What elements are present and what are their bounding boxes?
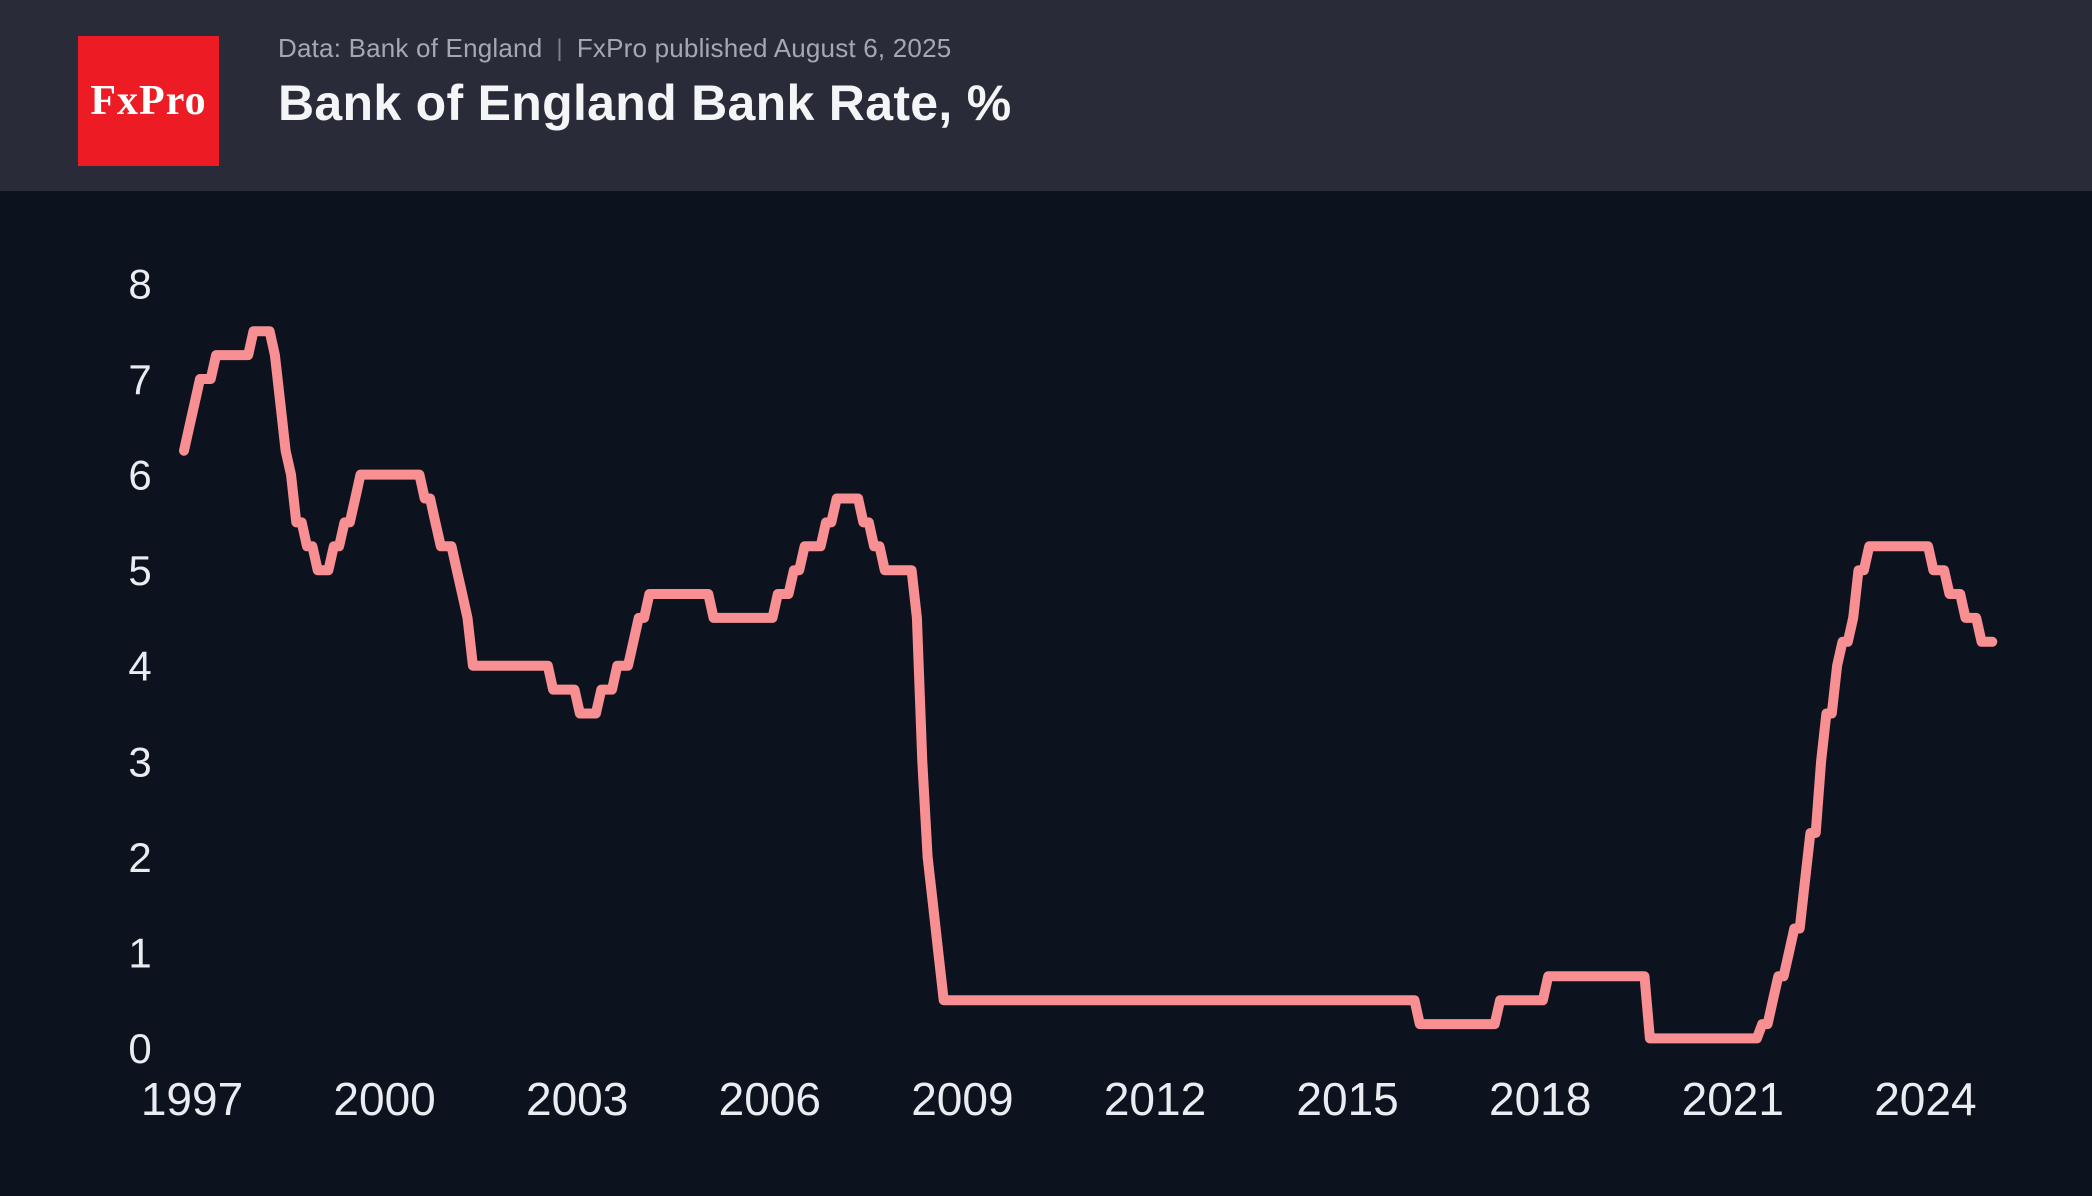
y-tick-label: 0 <box>128 1025 151 1072</box>
x-tick-label: 2003 <box>526 1073 628 1125</box>
bank-rate-line-chart: 0 1 2 3 4 5 6 7 8 1997 2000 2003 2006 2009 2012 2015 201… <box>128 260 1998 1125</box>
y-tick-label: 4 <box>128 643 151 690</box>
x-tick-label: 2000 <box>333 1073 435 1125</box>
fxpro-logo-text: FxPro <box>90 78 207 124</box>
y-tick-label: 8 <box>128 260 151 307</box>
subtitle-separator: | <box>556 34 563 62</box>
header-texts: Data: Bank of England | FxPro published … <box>278 33 1012 132</box>
published-label: FxPro published August 6, 2025 <box>576 33 952 63</box>
x-tick-label: 1997 <box>141 1073 243 1125</box>
chart-subtitle: Data: Bank of England | FxPro published … <box>278 33 1012 64</box>
x-tick-label: 2006 <box>719 1073 821 1125</box>
x-tick-label: 2024 <box>1874 1073 1976 1125</box>
header-bar: FxPro Data: Bank of England | FxPro publ… <box>0 0 2092 191</box>
y-tick-label: 7 <box>128 356 151 403</box>
y-tick-label: 2 <box>128 834 151 881</box>
bank-rate-series-line <box>179 326 1998 1044</box>
y-tick-label: 5 <box>128 547 151 594</box>
x-tick-label: 2012 <box>1104 1073 1206 1125</box>
y-tick-label: 3 <box>128 738 151 785</box>
x-tick-label: 2009 <box>911 1073 1013 1125</box>
x-tick-label: 2021 <box>1682 1073 1784 1125</box>
plot-area: 0 1 2 3 4 5 6 7 8 1997 2000 2003 2006 2009 2012 2015 201… <box>0 191 2092 1196</box>
y-tick-label: 6 <box>128 452 151 499</box>
fxpro-logo: FxPro <box>78 36 219 166</box>
data-source-label: Data: Bank of England <box>278 33 543 63</box>
chart-title: Bank of England Bank Rate, % <box>278 75 1012 131</box>
y-tick-label: 1 <box>128 929 151 976</box>
x-tick-label: 2018 <box>1489 1073 1591 1125</box>
x-tick-label: 2015 <box>1296 1073 1398 1125</box>
